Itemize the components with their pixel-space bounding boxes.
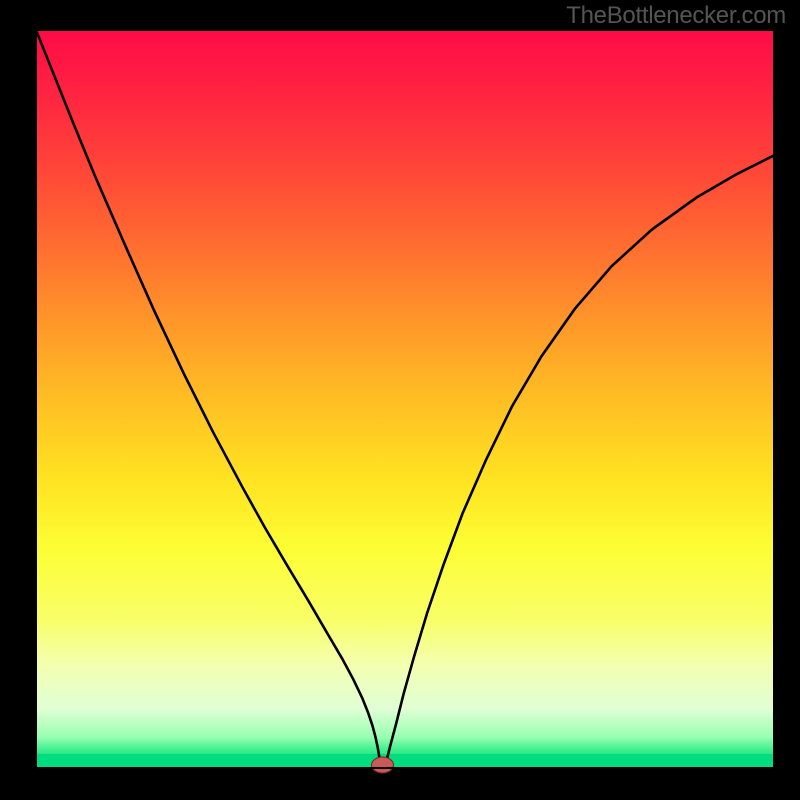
- watermark-text: TheBottlenecker.com: [566, 2, 786, 30]
- optimal-point-marker: [371, 757, 393, 773]
- chart-plot-area: [36, 30, 774, 768]
- chart-baseline-bar: [36, 754, 774, 768]
